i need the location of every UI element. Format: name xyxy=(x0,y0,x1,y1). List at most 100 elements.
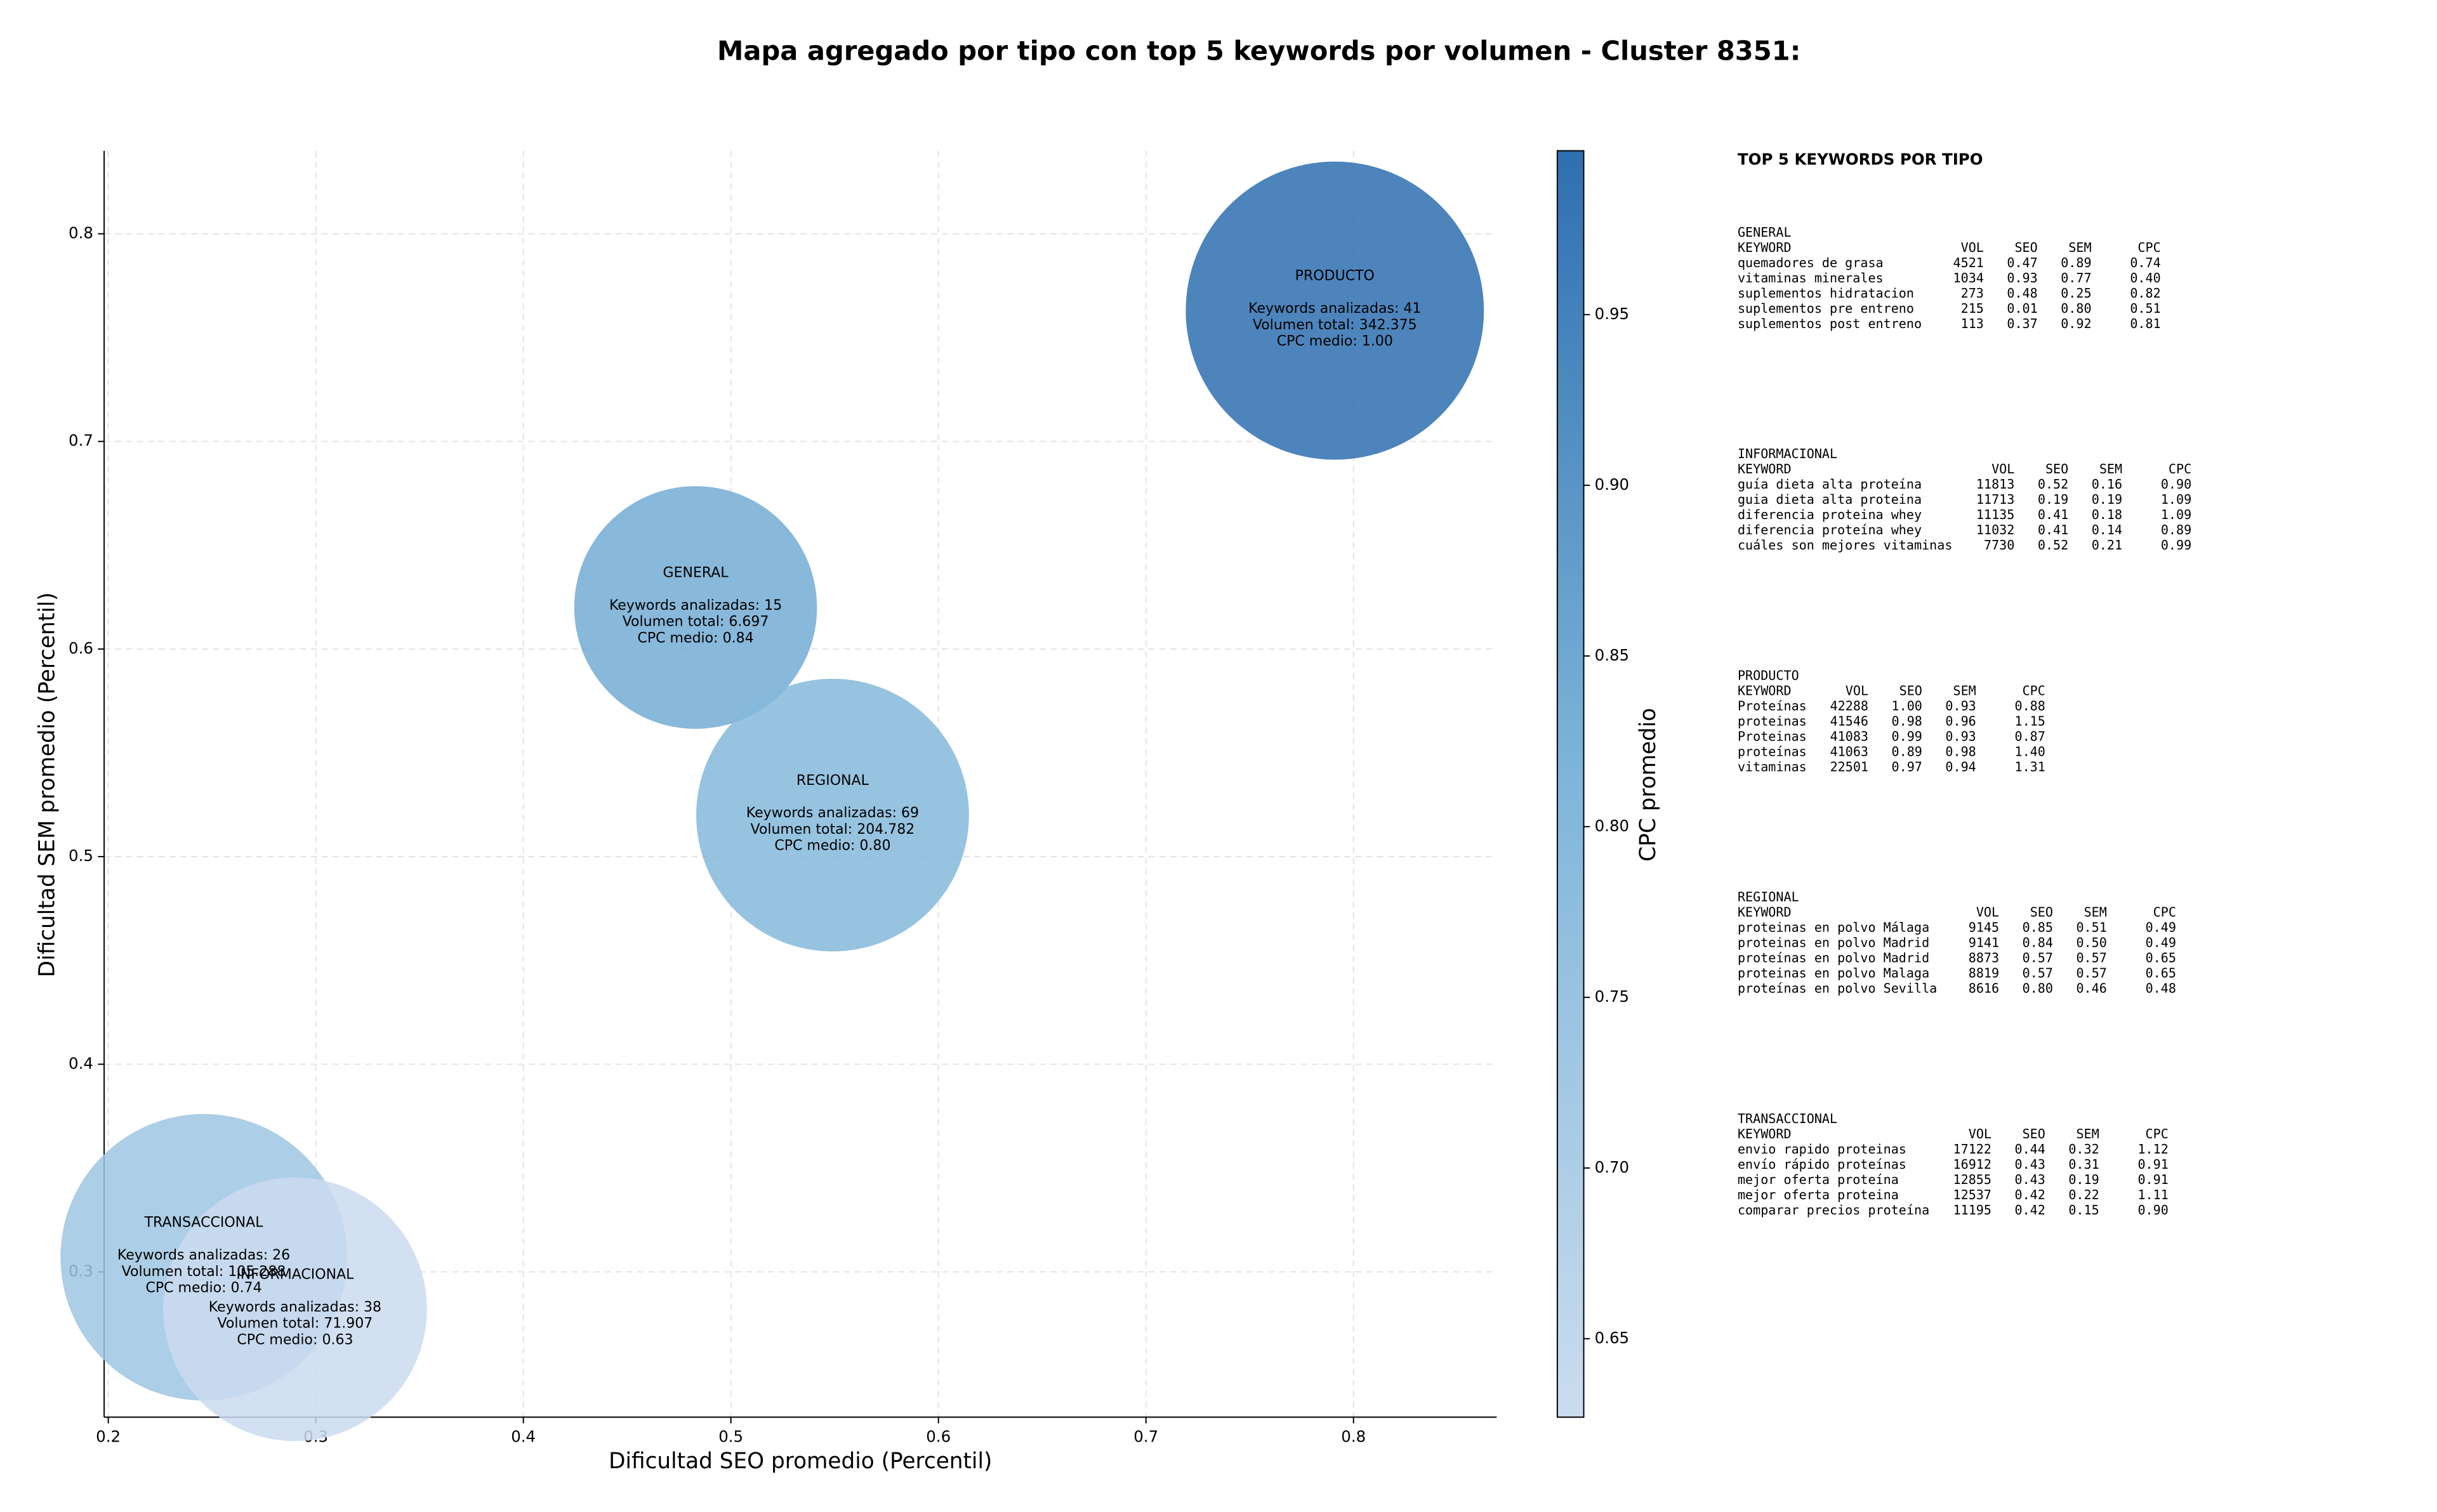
table-cell: 0.84 xyxy=(2023,935,2053,950)
table-cell: 1.00 xyxy=(1892,698,1922,713)
x-tick-label: 0.5 xyxy=(718,1427,743,1445)
table-cell: 0.19 xyxy=(2068,1172,2099,1187)
table-cell: 1.09 xyxy=(2161,492,2191,507)
table-cell: 0.15 xyxy=(2068,1202,2099,1218)
table-cell: 0.91 xyxy=(2137,1172,2168,1187)
table-cell: 273 xyxy=(1961,286,1984,301)
panel-title: TOP 5 KEYWORDS POR TIPO xyxy=(1738,150,1983,168)
table-cell: 11813 xyxy=(1976,477,2014,492)
table-cell: 0.57 xyxy=(2023,966,2053,981)
table-header: CPC xyxy=(2153,905,2176,920)
bubble-annotation: CPC medio: 0.74 xyxy=(145,1280,261,1296)
y-tick-label: 0.6 xyxy=(69,639,93,657)
bubble-annotation: Volumen total: 105.288 xyxy=(122,1264,286,1280)
bubble-name: INFORMACIONAL xyxy=(236,1267,354,1283)
table-cell: 0.16 xyxy=(2092,477,2122,492)
table-cell: 0.80 xyxy=(2061,301,2091,316)
table-cell: 0.85 xyxy=(2023,920,2053,935)
table-cell: 0.48 xyxy=(2007,286,2037,301)
table-cell: 0.43 xyxy=(2014,1172,2045,1187)
table-cell: 17122 xyxy=(1953,1141,1991,1157)
y-tick-label: 0.4 xyxy=(69,1054,93,1072)
table-header: CPC xyxy=(2146,1126,2169,1141)
group-name: REGIONAL xyxy=(1738,890,1799,905)
table-cell: guia dieta alta proteina xyxy=(1738,492,1922,507)
x-tick-label: 0.2 xyxy=(96,1427,121,1445)
table-cell: 22501 xyxy=(1830,759,1868,774)
table-cell: 0.74 xyxy=(2130,255,2160,270)
table-cell: 0.93 xyxy=(1945,698,1976,713)
table-cell: proteínas en polvo Madrid xyxy=(1738,950,1929,966)
table-cell: 0.48 xyxy=(2146,981,2176,996)
table-cell: proteinas en polvo Málaga xyxy=(1738,920,1929,935)
table-cell: 0.44 xyxy=(2014,1141,2045,1157)
table-cell: quemadores de grasa xyxy=(1738,255,1884,270)
table-cell: 0.52 xyxy=(2038,537,2068,553)
table-cell: 0.51 xyxy=(2076,920,2106,935)
colorbar-tick-label: 0.90 xyxy=(1595,475,1629,494)
bubble-name: PRODUCTO xyxy=(1295,268,1375,284)
colorbar-tick-label: 0.85 xyxy=(1595,646,1629,664)
table-cell: Proteínas xyxy=(1738,698,1807,713)
table-cell: suplementos pre entreno xyxy=(1738,301,1914,316)
table-cell: 0.42 xyxy=(2014,1202,2045,1218)
table-cell: 0.22 xyxy=(2068,1187,2099,1202)
table-cell: 215 xyxy=(1961,301,1984,316)
bubble-annotation: CPC medio: 0.63 xyxy=(237,1332,353,1348)
bubble-name: REGIONAL xyxy=(796,773,869,789)
table-cell: 0.65 xyxy=(2146,966,2176,981)
table-header: KEYWORD xyxy=(1738,1126,1792,1141)
bubble-annotation: Volumen total: 6.697 xyxy=(623,614,769,630)
x-axis-label: Dificultad SEO promedio (Percentil) xyxy=(609,1449,992,1474)
table-cell: proteínas xyxy=(1738,744,1807,759)
table-cell: 0.96 xyxy=(1945,713,1976,728)
table-cell: 0.14 xyxy=(2092,522,2122,537)
table-cell: mejor oferta proteina xyxy=(1738,1187,1899,1202)
table-cell: 0.80 xyxy=(2023,981,2053,996)
table-header: SEO xyxy=(2030,905,2053,920)
table-cell: 0.19 xyxy=(2038,492,2068,507)
bubble xyxy=(1185,161,1484,460)
bubble-annotation: Keywords analizadas: 15 xyxy=(609,598,782,614)
table-cell: 0.46 xyxy=(2076,981,2106,996)
table-cell: suplementos post entreno xyxy=(1738,316,1922,331)
x-tick-label: 0.8 xyxy=(1341,1427,1366,1445)
table-header: VOL xyxy=(1961,240,1984,255)
table-cell: 1.15 xyxy=(2014,713,2045,728)
table-cell: 0.31 xyxy=(2068,1157,2099,1172)
table-header: SEO xyxy=(1899,683,1922,698)
table-cell: 0.37 xyxy=(2007,316,2037,331)
table-header: VOL xyxy=(1846,683,1868,698)
table-header: VOL xyxy=(1969,1126,1991,1141)
table-cell: 0.52 xyxy=(2038,477,2068,492)
table-cell: 42288 xyxy=(1830,698,1868,713)
table-cell: 0.32 xyxy=(2068,1141,2099,1157)
table-cell: 11135 xyxy=(1976,507,2014,522)
y-axis-label: Dificultad SEM promedio (Percentil) xyxy=(34,592,60,977)
table-cell: 8873 xyxy=(1969,950,1999,966)
table-cell: 41546 xyxy=(1830,713,1868,728)
table-cell: 12537 xyxy=(1953,1187,1991,1202)
table-cell: 0.42 xyxy=(2014,1187,2045,1202)
table-header: VOL xyxy=(1991,461,2014,477)
table-cell: 0.57 xyxy=(2076,966,2106,981)
table-cell: 0.88 xyxy=(2014,698,2045,713)
table-cell: 0.99 xyxy=(1892,728,1922,744)
table-header: KEYWORD xyxy=(1738,240,1792,255)
table-header: CPC xyxy=(2169,461,2191,477)
x-tick-label: 0.4 xyxy=(511,1427,536,1445)
table-cell: 0.40 xyxy=(2130,270,2160,286)
colorbar-label: CPC promedio xyxy=(1635,708,1661,862)
colorbar-tick-label: 0.65 xyxy=(1595,1329,1629,1347)
table-header: SEO xyxy=(2023,1126,2045,1141)
table-header: SEM xyxy=(2068,240,2091,255)
table-cell: 113 xyxy=(1961,316,1984,331)
table-cell: 0.41 xyxy=(2038,522,2068,537)
bubble xyxy=(163,1177,427,1442)
table-cell: 0.91 xyxy=(2137,1157,2168,1172)
table-cell: 0.01 xyxy=(2007,301,2037,316)
table-cell: proteinas xyxy=(1738,713,1807,728)
table-cell: 0.21 xyxy=(2092,537,2122,553)
colorbar-tick-label: 0.70 xyxy=(1595,1158,1629,1176)
table-cell: 1.12 xyxy=(2137,1141,2168,1157)
